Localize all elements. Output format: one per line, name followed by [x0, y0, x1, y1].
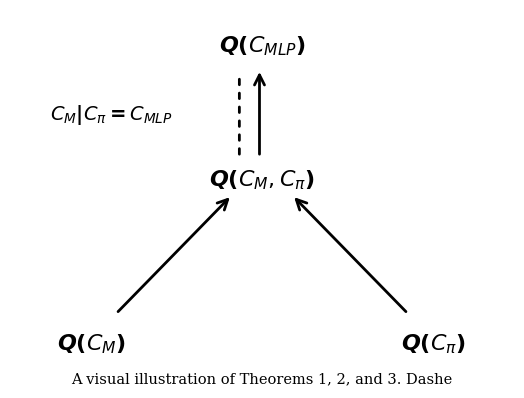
Text: $\boldsymbol{Q(C_{MLP})}$: $\boldsymbol{Q(C_{MLP})}$	[219, 34, 305, 58]
Text: $\boldsymbol{Q(C_{\pi})}$: $\boldsymbol{Q(C_{\pi})}$	[401, 332, 465, 356]
Text: $\boldsymbol{Q(C_M, C_{\pi})}$: $\boldsymbol{Q(C_M, C_{\pi})}$	[209, 168, 315, 192]
Text: $\boldsymbol{Q(C_M)}$: $\boldsymbol{Q(C_M)}$	[57, 332, 125, 356]
Text: A visual illustration of Theorems 1, 2, and 3. Dashe: A visual illustration of Theorems 1, 2, …	[71, 372, 453, 386]
Text: $\boldsymbol{C_M | C_{\pi} = C_{MLP}}$: $\boldsymbol{C_M | C_{\pi} = C_{MLP}}$	[50, 103, 172, 127]
